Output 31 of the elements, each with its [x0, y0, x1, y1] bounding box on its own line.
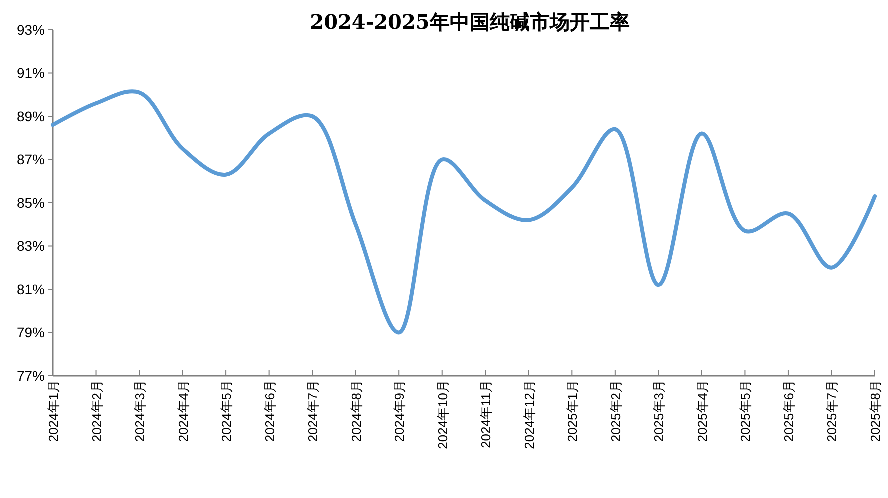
y-tick-label: 83%	[16, 238, 45, 254]
x-tick-label: 2025年8月	[868, 380, 883, 442]
x-tick-label: 2024年10月	[435, 380, 450, 450]
x-tick-label: 2025年6月	[781, 380, 796, 442]
x-tick-label: 2024年3月	[132, 380, 148, 442]
x-tick-label: 2024年4月	[176, 380, 191, 442]
x-tick-label: 2024年5月	[219, 380, 234, 442]
chart-title: 2024-2025年中国纯碱市场开工率	[310, 10, 630, 34]
x-tick-label: 2025年1月	[565, 380, 580, 442]
y-tick-label: 79%	[16, 324, 45, 341]
x-tick-label: 2025年2月	[608, 380, 624, 442]
x-tick-label: 2024年1月	[46, 380, 61, 442]
x-tick-label: 2025年7月	[824, 380, 840, 442]
x-tick-label: 2025年3月	[652, 380, 667, 442]
x-tick-label: 2025年5月	[738, 380, 754, 442]
line-series	[51, 90, 877, 335]
x-tick-label: 2024年12月	[522, 380, 537, 450]
y-tick-label: 91%	[16, 65, 45, 82]
y-tick-label: 93%	[16, 22, 45, 38]
x-tick-label: 2024年7月	[306, 380, 321, 442]
x-tick-label: 2024年2月	[89, 380, 104, 442]
y-tick-label: 87%	[16, 152, 45, 168]
x-tick-label: 2025年4月	[694, 380, 710, 442]
y-tick-label: 77%	[16, 368, 45, 384]
y-tick-label: 85%	[16, 194, 45, 211]
x-tick-label: 2024年9月	[392, 380, 408, 442]
x-tick-label: 2024年11月	[478, 380, 494, 448]
x-tick-label: 2024年8月	[348, 380, 364, 442]
y-tick-label: 89%	[16, 108, 45, 124]
y-tick-label: 81%	[16, 281, 45, 298]
x-tick-label: 2024年6月	[262, 380, 278, 442]
